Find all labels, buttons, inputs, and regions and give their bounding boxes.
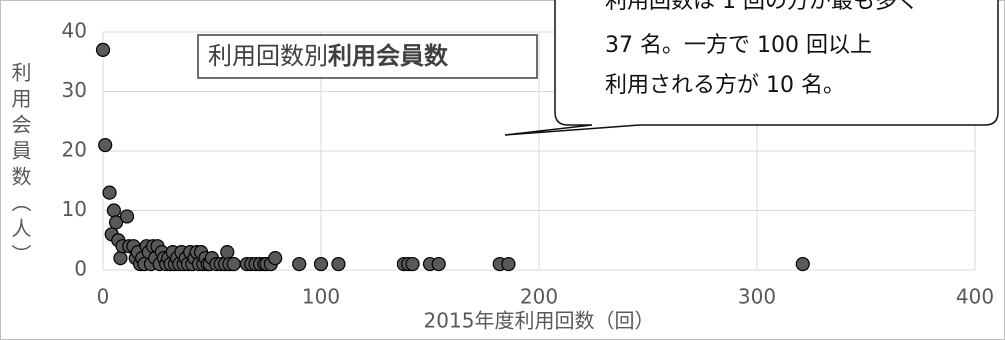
y-tick-label: 30: [62, 78, 87, 102]
point: [98, 137, 113, 153]
point: [268, 251, 283, 266]
callout-line: 利用される方が 10 名。: [605, 73, 845, 98]
point: [102, 185, 117, 200]
x-tick-label: 300: [738, 285, 776, 309]
y-tick-label: 20: [62, 138, 87, 162]
callout-line: 37 名。一方で 100 回以上: [605, 33, 872, 58]
y-tick-label: 0: [74, 257, 87, 281]
title-bold: 利用会員数: [328, 42, 449, 70]
y-axis-label: 利用会員数（人）: [8, 62, 32, 270]
point: [405, 256, 420, 272]
point: [113, 251, 128, 266]
chart-title: 利用回数別利用会員数: [208, 42, 449, 70]
point: [431, 256, 446, 272]
point: [313, 256, 329, 272]
point: [292, 256, 307, 272]
point: [501, 256, 516, 272]
point: [108, 215, 124, 230]
point: [795, 256, 810, 272]
y-tick-label: 10: [62, 197, 87, 221]
x-tick-label: 0: [97, 285, 110, 309]
callout-bubble: [504, 0, 999, 136]
point: [331, 256, 346, 272]
point: [95, 42, 111, 57]
callout-line: 利用回数は 1 回の方が最も多く: [605, 0, 919, 14]
y-tick-label: 40: [62, 19, 87, 43]
x-tick-label: 100: [302, 285, 340, 309]
title-normal: 利用回数別: [208, 42, 328, 70]
x-tick-label: 200: [520, 285, 558, 309]
x-axis-label: 2015年度利用回数（回）: [424, 309, 655, 333]
point: [119, 209, 135, 224]
point: [226, 256, 241, 272]
point: [220, 245, 235, 260]
point: [106, 203, 122, 218]
title-box: [197, 34, 538, 79]
x-tick-label: 400: [956, 285, 994, 309]
